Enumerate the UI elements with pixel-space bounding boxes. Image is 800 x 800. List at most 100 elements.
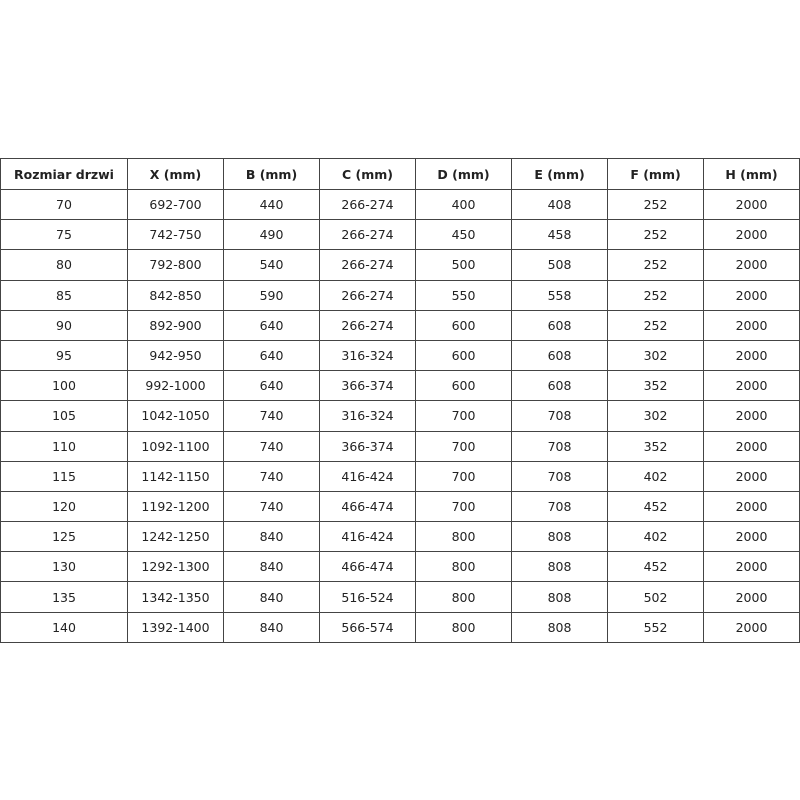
table-cell: 2000 — [703, 430, 800, 462]
table-cell: 700 — [415, 430, 512, 462]
table-cell: 590 — [223, 279, 320, 311]
table-cell: 1242-1250 — [127, 521, 224, 553]
table-row: 70 692-700 440 266-274 400 408 252 2000 — [0, 188, 800, 221]
table-cell: 700 — [415, 400, 512, 432]
table-cell: 552 — [607, 611, 704, 643]
table-row: 125 1242-1250 840 416-424 800 808 402 2000 — [0, 521, 800, 553]
table-cell: 608 — [511, 339, 608, 372]
table-cell: 120 — [0, 490, 128, 523]
column-header: F (mm) — [607, 158, 704, 190]
table-row: 120 1192-1200 740 466-474 700 708 452 2000 — [0, 490, 800, 523]
table-row: 110 1092-1100 740 366-374 700 708 352 2000 — [0, 430, 800, 462]
table-cell: 252 — [607, 219, 704, 251]
table-cell: 708 — [511, 460, 608, 492]
table-cell: 2000 — [703, 219, 800, 251]
column-header: D (mm) — [415, 158, 512, 190]
table-cell: 942-950 — [127, 339, 224, 372]
table-cell: 2000 — [703, 611, 800, 643]
table-cell: 252 — [607, 249, 704, 281]
table-cell: 252 — [607, 279, 704, 311]
table-cell: 508 — [511, 249, 608, 281]
table-cell: 366-374 — [319, 430, 416, 462]
table-cell: 800 — [415, 521, 512, 553]
table-cell: 1092-1100 — [127, 430, 224, 462]
table-cell: 266-274 — [319, 219, 416, 251]
table-row: 100 992-1000 640 366-374 600 608 352 2000 — [0, 370, 800, 402]
table-cell: 140 — [0, 611, 128, 643]
table-row: 130 1292-1300 840 466-474 800 808 452 2000 — [0, 551, 800, 583]
table-cell: 105 — [0, 400, 128, 432]
table-cell: 840 — [223, 551, 320, 583]
table-cell: 708 — [511, 430, 608, 462]
table-cell: 408 — [511, 188, 608, 221]
column-header: E (mm) — [511, 158, 608, 190]
column-header: Rozmiar drzwi — [0, 158, 128, 190]
table-cell: 600 — [415, 370, 512, 402]
table-cell: 740 — [223, 490, 320, 523]
table-cell: 110 — [0, 430, 128, 462]
table-cell: 440 — [223, 188, 320, 221]
table-cell: 2000 — [703, 279, 800, 311]
table-cell: 692-700 — [127, 188, 224, 221]
table-row: 85 842-850 590 266-274 550 558 252 2000 — [0, 279, 800, 311]
table-cell: 708 — [511, 490, 608, 523]
table-cell: 800 — [415, 611, 512, 643]
table-cell: 2000 — [703, 309, 800, 341]
table-cell: 458 — [511, 219, 608, 251]
table-cell: 800 — [415, 581, 512, 613]
table-cell: 708 — [511, 400, 608, 432]
table-cell: 800 — [415, 551, 512, 583]
door-size-table: Rozmiar drzwi X (mm) B (mm) C (mm) D (mm) E (… — [0, 158, 800, 643]
table-row: 105 1042-1050 740 316-324 700 708 302 2000 — [0, 400, 800, 432]
table-cell: 2000 — [703, 339, 800, 372]
table-cell: 115 — [0, 460, 128, 492]
table-cell: 1042-1050 — [127, 400, 224, 432]
table-cell: 840 — [223, 611, 320, 643]
table-cell: 130 — [0, 551, 128, 583]
table-cell: 266-274 — [319, 249, 416, 281]
table-cell: 600 — [415, 309, 512, 341]
table-cell: 808 — [511, 611, 608, 643]
table-cell: 558 — [511, 279, 608, 311]
table-cell: 2000 — [703, 400, 800, 432]
table-cell: 135 — [0, 581, 128, 613]
table-cell: 640 — [223, 339, 320, 372]
table-cell: 366-374 — [319, 370, 416, 402]
table-cell: 402 — [607, 460, 704, 492]
table-cell: 252 — [607, 309, 704, 341]
table-cell: 842-850 — [127, 279, 224, 311]
table-cell: 2000 — [703, 188, 800, 221]
table-row: 80 792-800 540 266-274 500 508 252 2000 — [0, 249, 800, 281]
table-cell: 1392-1400 — [127, 611, 224, 643]
table-cell: 70 — [0, 188, 128, 221]
table-cell: 500 — [415, 249, 512, 281]
table-cell: 95 — [0, 339, 128, 372]
table-row: 135 1342-1350 840 516-524 800 808 502 2000 — [0, 581, 800, 613]
table-cell: 992-1000 — [127, 370, 224, 402]
column-header: H (mm) — [703, 158, 800, 190]
table-cell: 1142-1150 — [127, 460, 224, 492]
table-cell: 450 — [415, 219, 512, 251]
table-cell: 840 — [223, 581, 320, 613]
column-header: X (mm) — [127, 158, 224, 190]
table-cell: 402 — [607, 521, 704, 553]
table-cell: 85 — [0, 279, 128, 311]
table-cell: 452 — [607, 490, 704, 523]
table-row: 95 942-950 640 316-324 600 608 302 2000 — [0, 339, 800, 372]
table-cell: 266-274 — [319, 279, 416, 311]
table-cell: 740 — [223, 460, 320, 492]
table-cell: 840 — [223, 521, 320, 553]
table-cell: 608 — [511, 370, 608, 402]
table-row: 140 1392-1400 840 566-574 800 808 552 2000 — [0, 611, 800, 643]
column-header: B (mm) — [223, 158, 320, 190]
table-cell: 2000 — [703, 370, 800, 402]
table-cell: 266-274 — [319, 309, 416, 341]
table-cell: 352 — [607, 430, 704, 462]
table-cell: 502 — [607, 581, 704, 613]
table-cell: 700 — [415, 490, 512, 523]
table-cell: 452 — [607, 551, 704, 583]
table-cell: 808 — [511, 551, 608, 583]
table-cell: 302 — [607, 400, 704, 432]
table-cell: 466-474 — [319, 551, 416, 583]
table-cell: 316-324 — [319, 339, 416, 372]
